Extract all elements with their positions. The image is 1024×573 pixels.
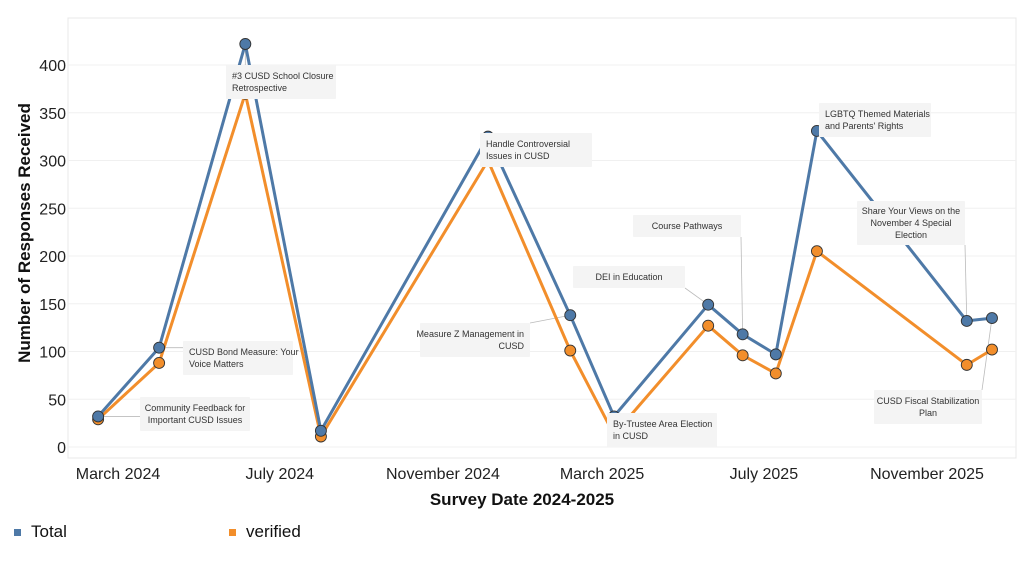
annotation-text: Issues in CUSD bbox=[486, 151, 550, 161]
annotation-box bbox=[857, 201, 965, 245]
x-tick-label: July 2024 bbox=[246, 466, 315, 483]
data-point-total bbox=[960, 314, 973, 327]
data-point-verified bbox=[153, 357, 166, 369]
annotation-box bbox=[480, 133, 592, 167]
annotation-text: CUSD Bond Measure: Your bbox=[189, 347, 299, 357]
annotations: Community Feedback for Important CUSD Iss… bbox=[140, 65, 982, 447]
annotation-text: and Parents' Rights bbox=[825, 121, 904, 131]
y-tick-label: 50 bbox=[48, 392, 66, 409]
y-tick-label: 350 bbox=[39, 106, 66, 123]
data-point-verified bbox=[769, 367, 782, 380]
y-tick-label: 250 bbox=[39, 201, 66, 218]
data-point-verified bbox=[736, 349, 749, 362]
y-axis-label: Number of Responses Received bbox=[15, 103, 34, 363]
annotation-box bbox=[140, 397, 250, 431]
annotation: Course Pathways bbox=[633, 215, 741, 237]
annotation-box bbox=[183, 341, 293, 375]
y-tick-label: 100 bbox=[39, 345, 66, 362]
annotation: CUSD Fiscal Stabilization Plan bbox=[874, 390, 982, 424]
annotation: Handle Controversial Issues in CUSD bbox=[480, 133, 592, 167]
annotation-text: Community Feedback for bbox=[145, 403, 246, 413]
annotation-box bbox=[226, 65, 336, 99]
y-tick-label: 300 bbox=[39, 154, 66, 171]
legend-label-verified: verified bbox=[246, 522, 301, 541]
x-tick-label: November 2024 bbox=[386, 466, 500, 483]
annotation-text: DEI in Education bbox=[595, 272, 662, 282]
annotation-text: #3 CUSD School Closure bbox=[232, 71, 334, 81]
annotation-text: Measure Z Management in bbox=[416, 329, 524, 339]
annotation-text: Important CUSD Issues bbox=[148, 415, 243, 425]
annotation-box bbox=[573, 266, 685, 288]
data-point-total bbox=[314, 424, 327, 437]
annotation-box bbox=[819, 103, 931, 137]
annotation-box bbox=[607, 413, 717, 447]
legend-verified: verified bbox=[229, 522, 301, 542]
annotation-text: Share Your Views on the bbox=[862, 206, 960, 216]
annotation: By-Trustee Area Election in CUSD bbox=[607, 413, 717, 447]
data-point-verified bbox=[564, 344, 577, 357]
annotation: Share Your Views on the November 4 Specia… bbox=[857, 201, 965, 245]
annotation: DEI in Education bbox=[573, 266, 685, 288]
data-point-verified bbox=[960, 358, 973, 371]
legend-swatch-total bbox=[14, 528, 21, 536]
data-point-verified bbox=[702, 319, 715, 332]
y-tick-label: 400 bbox=[39, 58, 66, 75]
annotation-text: LGBTQ Themed Materials bbox=[825, 109, 930, 119]
annotation-text: in CUSD bbox=[613, 431, 649, 441]
annotation: Community Feedback for Important CUSD Iss… bbox=[140, 397, 250, 431]
annotation: Measure Z Management in CUSD bbox=[416, 323, 530, 357]
y-tick-label: 0 bbox=[57, 440, 66, 457]
annotation-text: Plan bbox=[919, 408, 937, 418]
annotation: #3 CUSD School Closure Retrospective bbox=[226, 65, 336, 99]
x-axis-ticks: March 2024 July 2024 November 2024 March 20… bbox=[76, 466, 984, 483]
annotation-text: Retrospective bbox=[232, 83, 287, 93]
legend-total: Total bbox=[14, 522, 67, 542]
legend-label-total: Total bbox=[31, 522, 67, 541]
annotation-text: Election bbox=[895, 230, 927, 240]
annotation-text: By-Trustee Area Election bbox=[613, 419, 712, 429]
data-point-total bbox=[153, 341, 166, 354]
data-point-total bbox=[736, 328, 749, 341]
annotation-text: Handle Controversial bbox=[486, 139, 570, 149]
data-point-total bbox=[239, 38, 252, 50]
x-tick-label: March 2024 bbox=[76, 466, 161, 483]
annotation-text: Course Pathways bbox=[652, 221, 723, 231]
x-tick-label: November 2025 bbox=[870, 466, 984, 483]
annotation-box bbox=[420, 323, 530, 357]
annotation-leader bbox=[964, 244, 968, 321]
annotation-leader bbox=[529, 314, 571, 324]
data-point-total bbox=[769, 348, 782, 361]
annotation: LGBTQ Themed Materials and Parents' Right… bbox=[819, 103, 931, 137]
data-point-total bbox=[986, 312, 998, 325]
data-point-verified bbox=[810, 245, 823, 258]
annotation-text: November 4 Special bbox=[870, 218, 951, 228]
x-tick-label: July 2025 bbox=[730, 466, 799, 483]
annotation-box bbox=[874, 390, 982, 424]
y-tick-label: 150 bbox=[39, 297, 66, 314]
data-point-total bbox=[92, 410, 105, 423]
annotation-box bbox=[633, 215, 741, 237]
data-point-verified bbox=[986, 343, 998, 356]
annotation-text: Voice Matters bbox=[189, 359, 244, 369]
annotation-text: CUSD bbox=[498, 341, 524, 351]
data-point-total bbox=[564, 309, 577, 322]
y-tick-label: 200 bbox=[39, 249, 66, 266]
x-tick-label: March 2025 bbox=[560, 466, 645, 483]
data-point-total bbox=[702, 298, 715, 311]
annotation-text: CUSD Fiscal Stabilization bbox=[877, 396, 980, 406]
y-axis-ticks: 0 50 100 150 200 250 300 350 400 bbox=[39, 58, 66, 457]
annotation: CUSD Bond Measure: Your Voice Matters bbox=[183, 341, 299, 375]
x-axis-label: Survey Date 2024-2025 bbox=[430, 490, 614, 509]
legend-swatch-verified bbox=[229, 528, 236, 536]
annotation-leader bbox=[740, 236, 744, 335]
